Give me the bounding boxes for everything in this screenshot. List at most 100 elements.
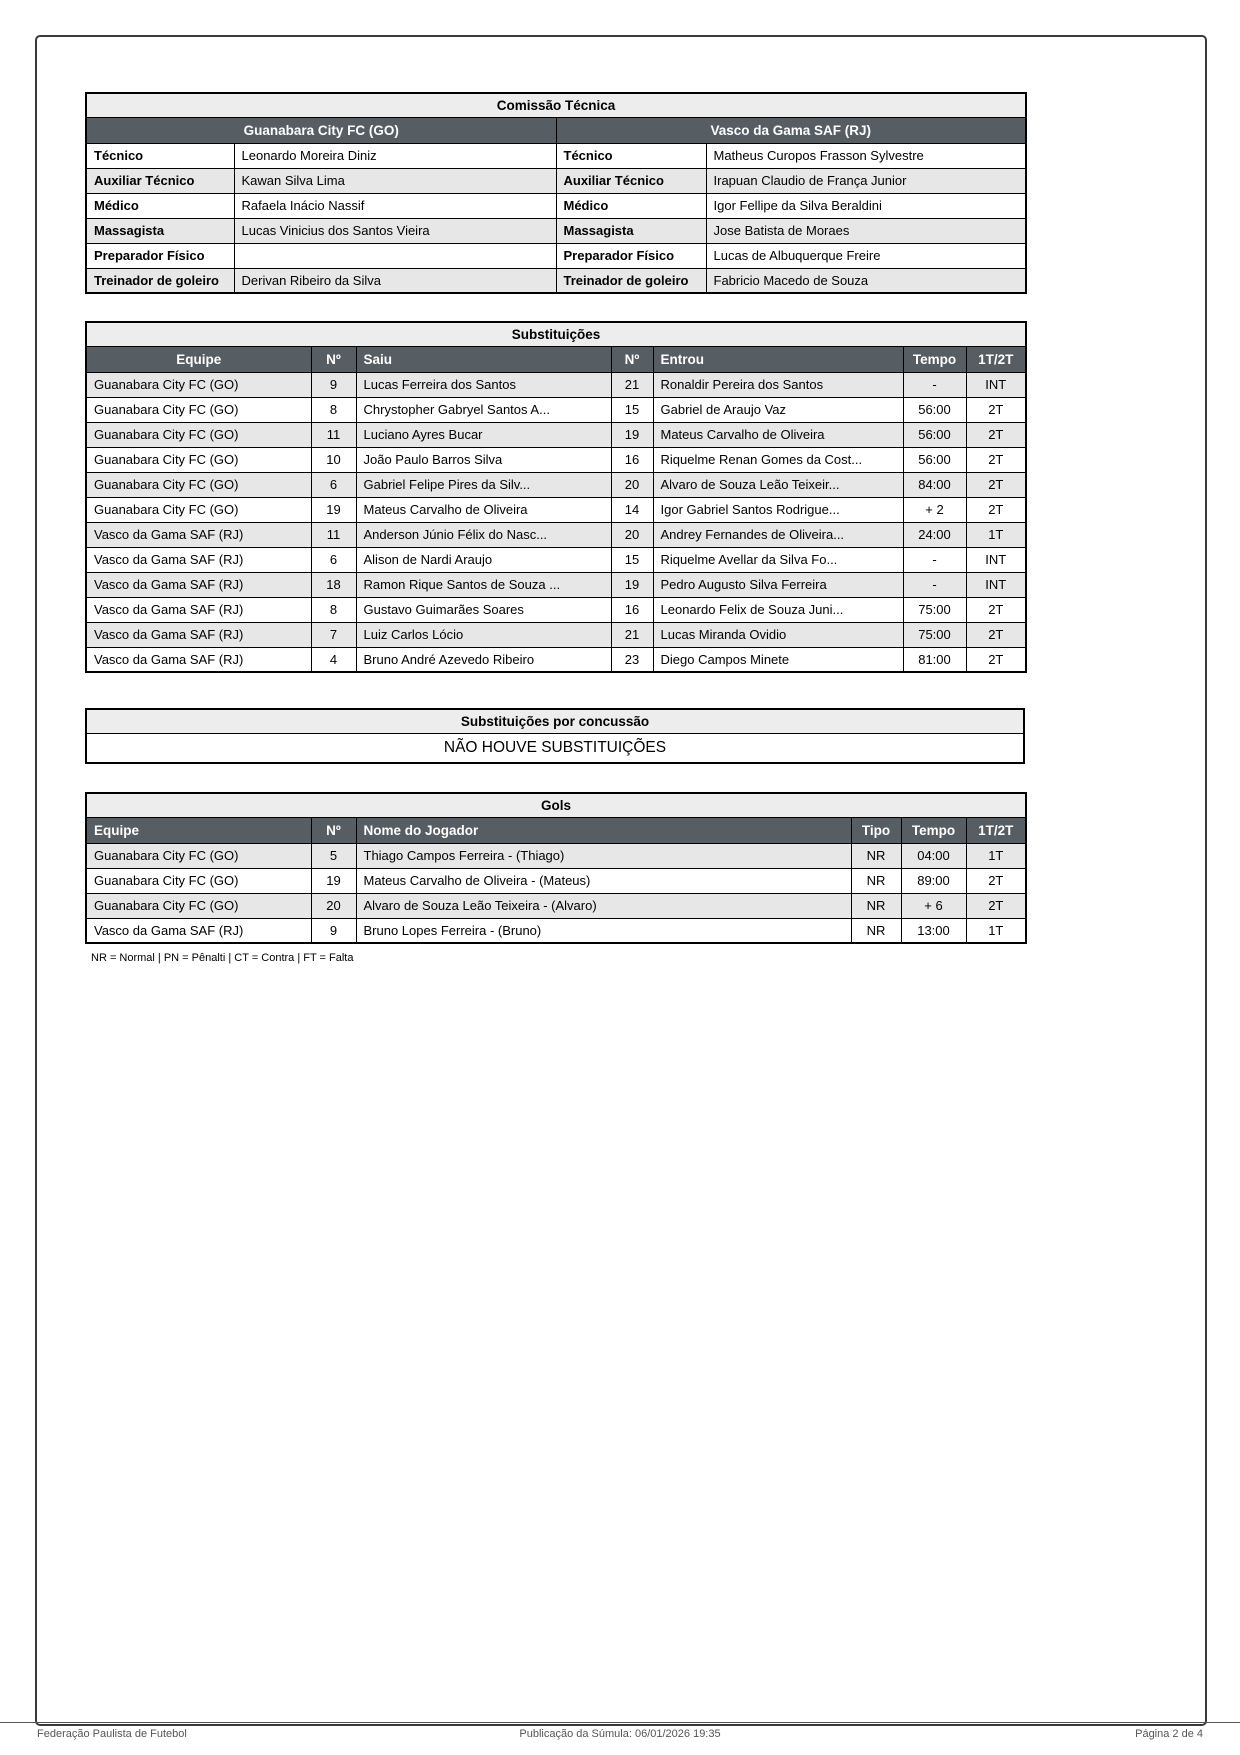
table-cell: Auxiliar Técnico [555,167,707,194]
table-cell: 2T [965,867,1027,894]
table-cell: Mateus Carvalho de Oliveira [652,421,904,448]
table-cell: 1T [965,917,1027,944]
table-cell: 84:00 [902,471,967,498]
table-cell: - [902,371,967,398]
footer-page-number: Página 2 de 4 [1135,1728,1203,1740]
table-cell: 6 [310,471,357,498]
table-title-row: Substituições por concussão [85,708,1025,734]
table-cell: 2T [965,621,1027,648]
table-cell: 7 [310,621,357,648]
table-cell: Técnico [85,142,235,169]
table-title-row: Substituições [85,321,1027,347]
table-cell: Lucas Miranda Ovidio [652,621,904,648]
table-cell: Bruno Lopes Ferreira - (Bruno) [355,917,852,944]
table-cell: 5 [310,842,357,869]
table-row: Guanabara City FC (GO) 19 Mateus Carvalho … [85,867,1027,894]
table-row: Vasco da Gama SAF (RJ) 8 Gustavo Guimarães… [85,596,1027,623]
table-cell: Anderson Júnio Félix do Nasc... [355,521,612,548]
table-cell: 20 [310,892,357,919]
table-cell: Ramon Rique Santos de Souza ... [355,571,612,598]
table-cell: 2T [965,892,1027,919]
table-cell: Diego Campos Minete [652,646,904,673]
table-cell: 2T [965,596,1027,623]
col-header-tempo: Tempo [902,345,967,373]
table-cell: INT [965,546,1027,573]
table-cell: 56:00 [902,421,967,448]
col-header-jogador: Nome do Jogador [355,816,852,844]
table-row: Guanabara City FC (GO) 9 Lucas Ferreira do… [85,371,1027,398]
technical-staff-table: Comissão Técnica Guanabara City FC (GO) … [85,92,1028,294]
table-cell: 19 [310,496,357,523]
table-cell: Mateus Carvalho de Oliveira - (Mateus) [355,867,852,894]
concussion-content: NÃO HOUVE SUBSTITUIÇÕES [85,732,1025,764]
table-cell: Treinador de goleiro [85,267,235,294]
table-title-row: Gols [85,792,1027,818]
table-cell: Igor Fellipe da Silva Beraldini [705,192,1027,219]
table-cell: 2T [965,496,1027,523]
table-title-row: Comissão Técnica [85,92,1027,118]
table-cell: Guanabara City FC (GO) [85,892,312,919]
table-cell: Guanabara City FC (GO) [85,396,312,423]
table-cell: 2T [965,421,1027,448]
table-cell: Luiz Carlos Lócio [355,621,612,648]
table-row: Vasco da Gama SAF (RJ) 6 Alison de Nardi A… [85,546,1027,573]
table-row: Guanabara City FC (GO) 6 Gabriel Felipe Pi… [85,471,1027,498]
table-cell: 75:00 [902,596,967,623]
substitutions-title: Substituições [85,321,1027,347]
table-row: Técnico Leonardo Moreira Diniz Técnico Math… [85,142,1027,169]
table-cell: Rafaela Inácio Nassif [233,192,557,219]
table-cell: 2T [965,446,1027,473]
table-cell: 1T [965,842,1027,869]
footer-federation-name: Federação Paulista de Futebol [37,1728,187,1740]
col-header-half: 1T/2T [965,345,1027,373]
col-header-saiu: Saiu [355,345,612,373]
table-cell: Treinador de goleiro [555,267,707,294]
table-cell: 19 [310,867,357,894]
table-cell: NR [850,867,902,894]
table-cell: 9 [310,371,357,398]
footer-publication-info: Publicação da Súmula: 06/01/2026 19:35 [519,1728,721,1740]
table-cell: Massagista [85,217,235,244]
column-header-row: Equipe Nº Saiu Nº Entrou Tempo 1T/2T [85,345,1027,373]
page-footer: Publicação da Súmula: 06/01/2026 19:35 F… [0,1728,1240,1748]
table-cell: Riquelme Renan Gomes da Cost... [652,446,904,473]
table-cell: 21 [610,621,654,648]
table-cell: - [902,546,967,573]
table-cell: INT [965,571,1027,598]
table-cell: 11 [310,421,357,448]
table-cell: Lucas Ferreira dos Santos [355,371,612,398]
table-cell: + 6 [900,892,967,919]
table-cell: 20 [610,521,654,548]
table-cell: 13:00 [900,917,967,944]
table-row: Vasco da Gama SAF (RJ) 4 Bruno André Azeve… [85,646,1027,673]
col-header-half: 1T/2T [965,816,1027,844]
table-cell: 16 [610,446,654,473]
table-cell: 8 [310,396,357,423]
table-cell: 89:00 [900,867,967,894]
table-cell: 2T [965,471,1027,498]
col-header-numero-entrou: Nº [610,345,654,373]
table-cell: Andrey Fernandes de Oliveira... [652,521,904,548]
table-row: Auxiliar Técnico Kawan Silva Lima Auxiliar… [85,167,1027,194]
table-cell: Guanabara City FC (GO) [85,496,312,523]
table-cell: 4 [310,646,357,673]
goal-type-legend: NR = Normal | PN = Pênalti | CT = Contra… [91,952,354,964]
table-cell: 56:00 [902,396,967,423]
table-cell: - [902,571,967,598]
table-cell: Guanabara City FC (GO) [85,842,312,869]
report-content: Comissão Técnica Guanabara City FC (GO) … [85,92,1028,964]
goals-body: Guanabara City FC (GO) 5 Thiago Campos Fer… [85,842,1027,944]
table-cell: Guanabara City FC (GO) [85,446,312,473]
table-cell: 81:00 [902,646,967,673]
table-cell: 15 [610,546,654,573]
concussion-title: Substituições por concussão [85,708,1025,734]
substitutions-body: Guanabara City FC (GO) 9 Lucas Ferreira do… [85,371,1027,673]
table-cell: João Paulo Barros Silva [355,446,612,473]
table-cell: Riquelme Avellar da Silva Fo... [652,546,904,573]
table-cell: 8 [310,596,357,623]
table-cell: Preparador Físico [555,242,707,269]
table-cell: Vasco da Gama SAF (RJ) [85,521,312,548]
substitutions-table: Substituições Equipe Nº Saiu Nº Entrou T… [85,321,1028,673]
table-row: Guanabara City FC (GO) 20 Alvaro de Souza … [85,892,1027,919]
table-cell: Matheus Curopos Frasson Sylvestre [705,142,1027,169]
